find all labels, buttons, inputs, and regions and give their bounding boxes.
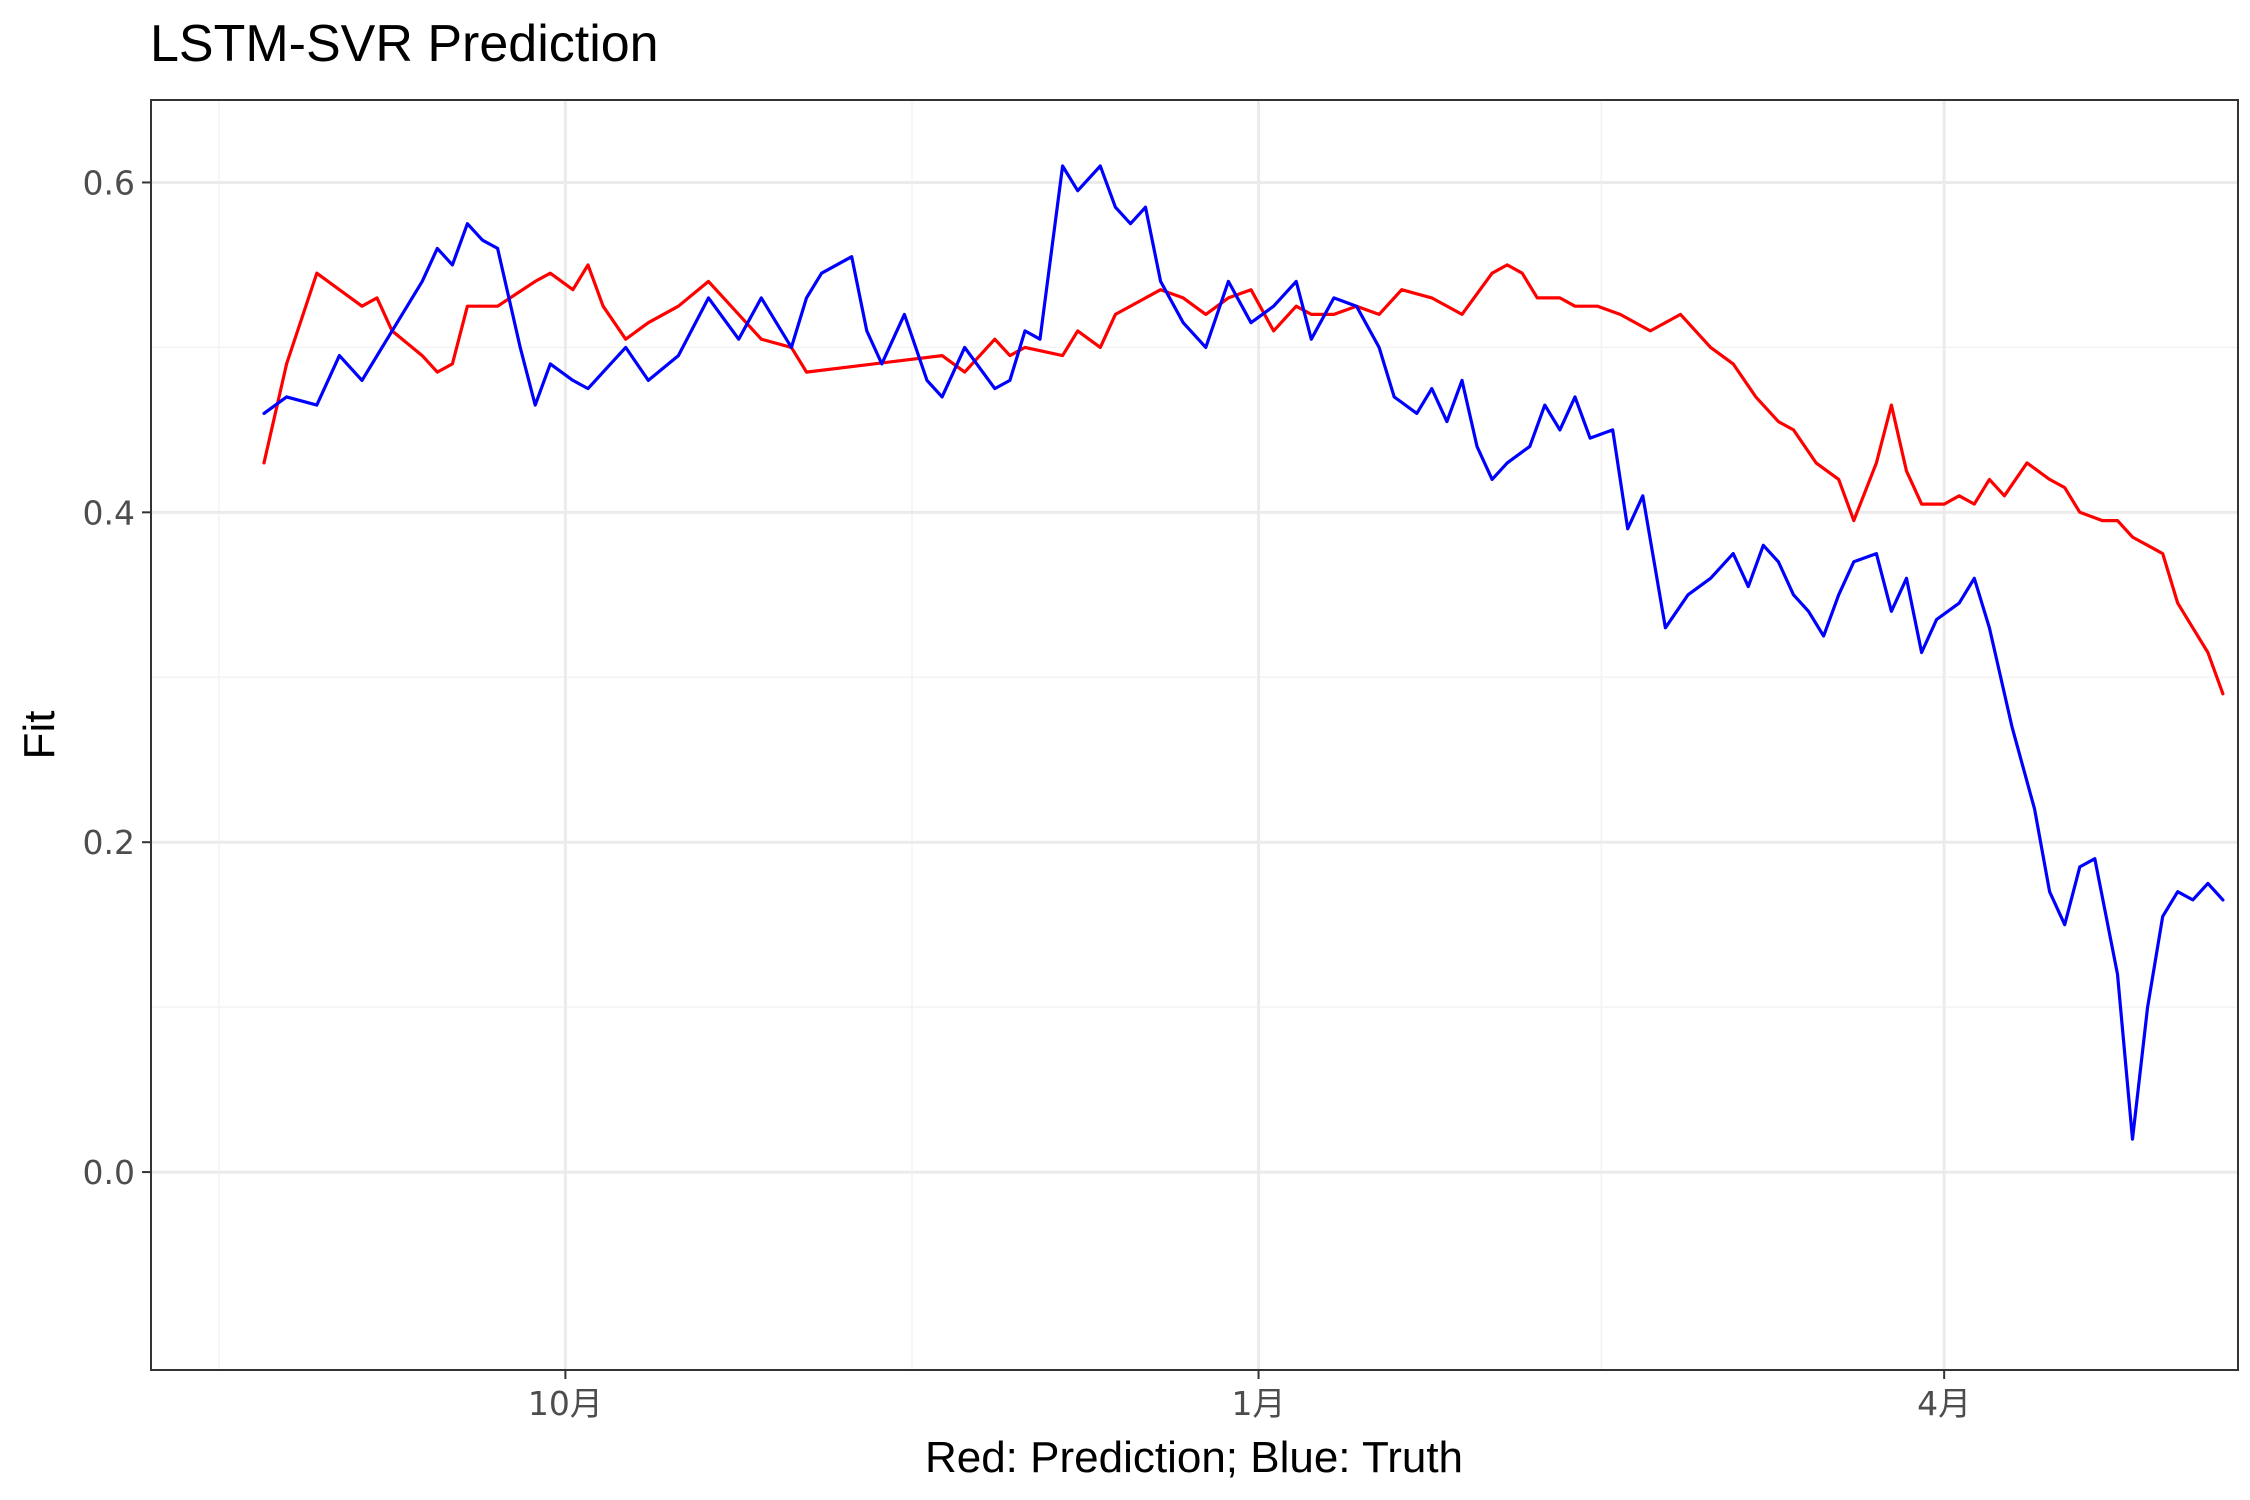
y-axis-title: Fit xyxy=(15,711,64,760)
x-tick-label: 1月 xyxy=(1232,1384,1286,1423)
y-tick-label: 0.0 xyxy=(83,1153,135,1192)
x-axis: 10月 1月 4月 xyxy=(528,1370,1971,1423)
x-axis-title: Red: Prediction; Blue: Truth xyxy=(925,1433,1463,1482)
prediction-series-line xyxy=(262,263,2225,696)
y-tick-label: 0.6 xyxy=(83,163,135,202)
major-gridlines xyxy=(151,100,2238,1370)
x-tick-label: 4月 xyxy=(1917,1384,1971,1423)
y-axis: 0.0 0.2 0.4 0.6 xyxy=(83,163,151,1192)
series-layer xyxy=(262,164,2225,1141)
y-tick-label: 0.2 xyxy=(83,823,135,862)
plot-panel-border xyxy=(150,99,2239,1371)
y-tick-label: 0.4 xyxy=(83,493,135,532)
chart-title: LSTM-SVR Prediction xyxy=(150,15,659,73)
truth-series-line xyxy=(262,164,2225,1141)
minor-gridlines xyxy=(151,100,2238,1370)
x-tick-label: 10月 xyxy=(528,1384,603,1423)
